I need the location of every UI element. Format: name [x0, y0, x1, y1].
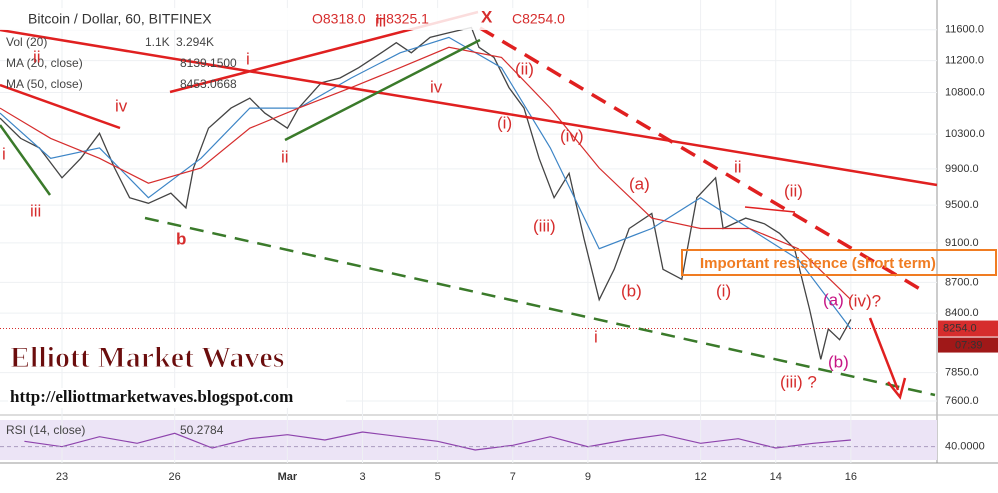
- rsi-band: [0, 420, 937, 460]
- wave-label: iii: [375, 11, 386, 30]
- trend-line: [0, 124, 52, 196]
- x-tick-label: 14: [770, 471, 782, 483]
- wave-label: i: [246, 49, 250, 68]
- wave-label: (iii) ?: [780, 372, 817, 391]
- y-tick-label: 10300.0: [945, 128, 985, 140]
- wave-label: X: [481, 7, 493, 26]
- wave-label: (a): [823, 290, 844, 309]
- y-tick-label: 7850.0: [945, 367, 979, 379]
- x-tick-label: 16: [845, 471, 857, 483]
- wave-label: ii: [734, 157, 742, 176]
- y-tick-label: 8700.0: [945, 276, 979, 288]
- arrow: [868, 317, 900, 391]
- watermark-url-bg: [8, 388, 346, 408]
- x-tick-label: 7: [510, 471, 516, 483]
- y-tick-label: 10800.0: [945, 86, 985, 98]
- ohlc-value: C8254.0: [512, 11, 565, 27]
- x-tick-label: 26: [169, 471, 181, 483]
- wave-label: (ii): [784, 181, 803, 200]
- price-layer: [0, 0, 937, 463]
- wave-label: (iv): [560, 126, 584, 145]
- time-label: 07:39: [955, 339, 983, 351]
- trend-line: [284, 38, 481, 142]
- legend-entry: MA (20, close): [6, 56, 83, 70]
- time-tag: [938, 337, 998, 353]
- trend-line: [0, 28, 938, 187]
- wave-label: (b): [828, 352, 849, 371]
- ohlc-value: H8325.1: [376, 11, 429, 27]
- wave-label: ii: [33, 47, 41, 66]
- trend-line: [744, 206, 796, 213]
- wave-label: iv: [115, 96, 128, 115]
- watermark-title: Elliott Market Waves: [10, 341, 284, 374]
- banner-box: [681, 249, 997, 276]
- x-tick-label: 9: [585, 471, 591, 483]
- wave-label: (b): [621, 281, 642, 300]
- volume-title: Vol (20): [6, 35, 47, 49]
- series-line: [0, 46, 852, 301]
- wave-label: (ii): [515, 59, 534, 78]
- wave-label: (i): [716, 281, 731, 300]
- trend-line: [479, 26, 926, 294]
- legend-value: 8453.0668: [180, 77, 237, 91]
- chart-title: Bitcoin / Dollar, 60, BITFINEX: [28, 11, 212, 27]
- rsi-title: RSI (14, close): [6, 423, 85, 437]
- rsi-value: 50.2784: [180, 423, 224, 437]
- legend-value: 8139.1500: [180, 56, 237, 70]
- y-tick-label: 9500.0: [945, 199, 979, 211]
- volume-value: 3.294K: [176, 35, 214, 49]
- trend-line: [0, 83, 121, 130]
- y-tick-label: 8400.0: [945, 307, 979, 319]
- y-tick-label: 7600.0: [945, 395, 979, 407]
- y-tick-label: 11600.0: [945, 24, 984, 36]
- arrow-head: [887, 377, 907, 400]
- series-line: [0, 36, 852, 330]
- wave-label: b: [176, 229, 186, 248]
- wave-label: (a): [629, 174, 650, 193]
- y-tick-label: 40.0000: [945, 441, 985, 453]
- x-tick-label: 5: [435, 471, 441, 483]
- wave-label: i: [2, 144, 6, 163]
- overlay-layer: 11600.0 11200.0 10800.0 10300.0 9900.0 9500.0…: [0, 7, 998, 483]
- x-tick-label: 3: [359, 471, 365, 483]
- banner: Important resistence (short term): [700, 255, 936, 272]
- y-tick-label: 9100.0: [945, 237, 979, 249]
- trend-lines: [0, 10, 938, 400]
- wave-label: (iii): [533, 216, 556, 235]
- last-price-label: 8254.0: [943, 322, 977, 334]
- wave-label: (i): [497, 113, 512, 132]
- x-tick-label: Mar: [278, 471, 298, 483]
- wave-label: (iv)?: [848, 291, 881, 310]
- y-tick-label: 11200.0: [945, 54, 984, 66]
- volume-value: 1.1K: [145, 35, 170, 49]
- wave-label: iii: [30, 201, 41, 220]
- trend-line: [144, 216, 936, 397]
- wave-label: iv: [430, 77, 443, 96]
- x-tick-label: 23: [56, 471, 68, 483]
- wave-label: i: [594, 327, 598, 346]
- last-price-tag: [938, 320, 998, 337]
- y-tick-label: 9900.0: [945, 163, 979, 175]
- series-line: [24, 431, 851, 451]
- watermark-url: http://elliottmarketwaves.blogspot.com: [10, 387, 293, 406]
- legend-entry: MA (50, close): [6, 77, 83, 91]
- ohlc-value: O8318.0: [312, 11, 366, 27]
- header-bg: [0, 8, 600, 30]
- wave-label: ii: [281, 147, 289, 166]
- x-tick-label: 12: [694, 471, 706, 483]
